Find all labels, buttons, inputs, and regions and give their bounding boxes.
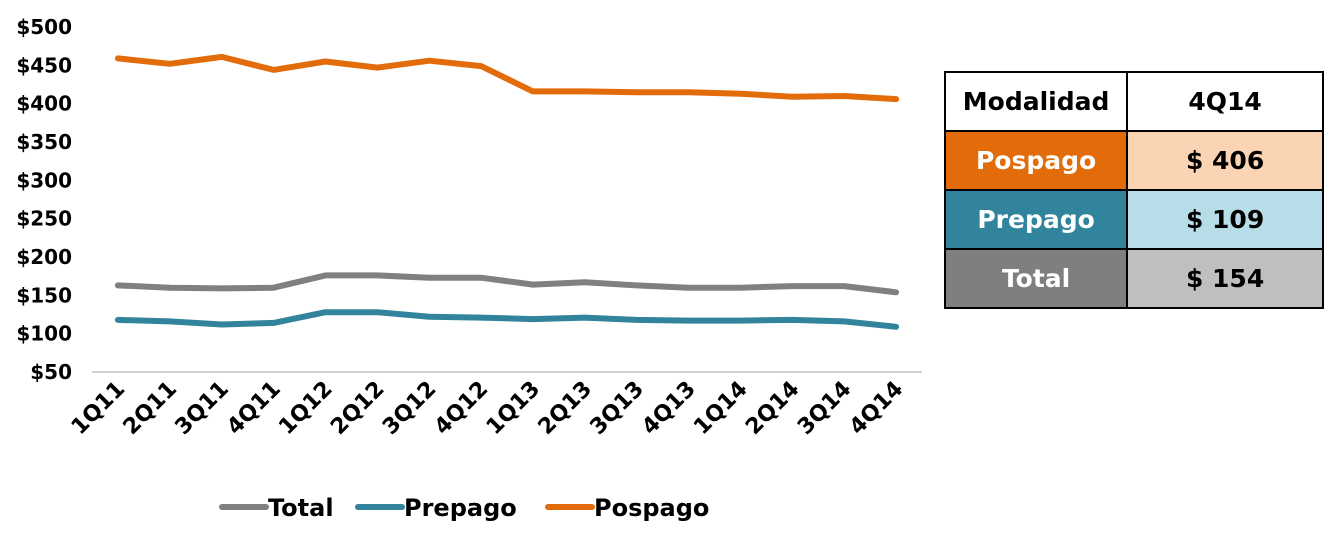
x-tick-label: 3Q11 bbox=[171, 377, 234, 440]
y-tick-label: $450 bbox=[16, 53, 72, 77]
x-tick-label: 3Q12 bbox=[378, 377, 441, 440]
legend-label-pospago: Pospago bbox=[594, 494, 709, 522]
legend-label-total: Total bbox=[268, 494, 334, 522]
table-header-period: 4Q14 bbox=[1126, 71, 1324, 132]
x-tick-label: 1Q11 bbox=[67, 377, 130, 440]
x-tick-label: 2Q11 bbox=[119, 377, 182, 440]
legend-label-prepago: Prepago bbox=[404, 494, 517, 522]
summary-table: Modalidad 4Q14 Pospago $ 406 Prepago $ 1… bbox=[943, 71, 1324, 309]
series-line-total bbox=[114, 272, 900, 296]
x-tick-label: 4Q14 bbox=[845, 377, 908, 440]
line-chart: $50$100$150$200$250$300$350$400$450$500 … bbox=[16, 15, 922, 522]
x-tick-label: 2Q12 bbox=[326, 377, 389, 440]
series-line-prepago bbox=[114, 309, 900, 330]
table-cell-value: $ 109 bbox=[1126, 189, 1324, 250]
y-tick-label: $300 bbox=[16, 168, 72, 192]
table-header-row: Modalidad 4Q14 bbox=[943, 71, 1324, 132]
y-tick-label: $100 bbox=[16, 322, 72, 346]
y-tick-label: $500 bbox=[16, 15, 72, 39]
table-row-pospago: Pospago $ 406 bbox=[943, 130, 1324, 191]
x-tick-label: 4Q12 bbox=[430, 377, 493, 440]
x-tick-label: 4Q13 bbox=[637, 377, 700, 440]
y-tick-label: $350 bbox=[16, 130, 72, 154]
table-cell-value: $ 406 bbox=[1126, 130, 1324, 191]
table-row-total: Total $ 154 bbox=[943, 248, 1324, 309]
y-tick-label: $50 bbox=[30, 360, 72, 384]
x-tick-label: 3Q13 bbox=[586, 377, 649, 440]
y-tick-label: $150 bbox=[16, 283, 72, 307]
x-tick-label: 1Q14 bbox=[689, 377, 752, 440]
table-cell-label: Pospago bbox=[943, 130, 1129, 191]
table-header-modalidad: Modalidad bbox=[943, 71, 1129, 132]
y-tick-label: $200 bbox=[16, 245, 72, 269]
x-tick-label: 2Q14 bbox=[741, 377, 804, 440]
y-tick-label: $400 bbox=[16, 92, 72, 116]
x-tick-label: 1Q13 bbox=[482, 377, 545, 440]
table-cell-label: Total bbox=[943, 248, 1129, 309]
table-row-prepago: Prepago $ 109 bbox=[943, 189, 1324, 250]
x-tick-label: 1Q12 bbox=[274, 377, 337, 440]
series-line-pospago bbox=[114, 53, 900, 103]
table-cell-label: Prepago bbox=[943, 189, 1129, 250]
x-tick-label: 2Q13 bbox=[534, 377, 597, 440]
x-tick-label: 4Q11 bbox=[222, 377, 285, 440]
y-tick-label: $250 bbox=[16, 207, 72, 231]
table-cell-value: $ 154 bbox=[1126, 248, 1324, 309]
x-tick-label: 3Q14 bbox=[793, 377, 856, 440]
